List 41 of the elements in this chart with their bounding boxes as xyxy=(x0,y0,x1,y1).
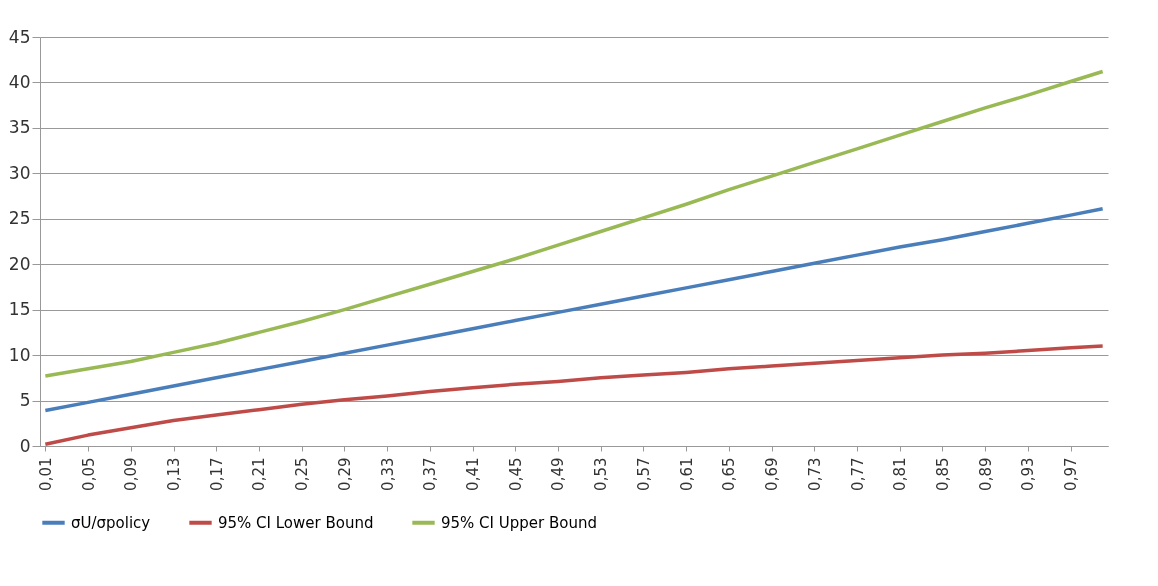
x-tick-label: 0,25 xyxy=(293,457,312,491)
line-series xyxy=(43,69,1105,378)
y-tick-label: 40 xyxy=(8,71,31,92)
x-tick-label: 0,77 xyxy=(848,457,867,491)
x-tick-label: 0,13 xyxy=(165,457,183,491)
x-tick-label: 0,57 xyxy=(634,457,653,491)
y-tick-label: 45 xyxy=(8,26,31,47)
x-tick-label: 0,09 xyxy=(122,457,141,491)
x-tick-label: 0,41 xyxy=(464,457,483,491)
line-series xyxy=(43,344,1105,446)
y-tick-label: 20 xyxy=(8,253,31,274)
x-tick-label: 0,01 xyxy=(36,457,55,491)
x-tick-label: 0,73 xyxy=(805,457,824,491)
legend-label: 95% CI Lower Bound xyxy=(218,513,374,532)
line-series xyxy=(43,207,1105,413)
x-tick-label: 0,69 xyxy=(763,457,782,491)
x-tick-label: 0,45 xyxy=(506,457,525,491)
x-tick-label: 0,37 xyxy=(421,457,440,491)
x-tick-label: 0,49 xyxy=(549,457,568,491)
y-tick-label: 15 xyxy=(8,299,31,320)
x-tick-label: 0,05 xyxy=(79,457,98,491)
x-tick-label: 0,61 xyxy=(677,457,696,491)
x-tick-label: 0,29 xyxy=(335,457,354,491)
y-tick-label: 35 xyxy=(8,117,31,138)
x-tick-label: 0,21 xyxy=(250,457,269,491)
x-tick-label: 0,93 xyxy=(1019,457,1038,491)
legend-label: 95% CI Upper Bound xyxy=(441,513,597,532)
x-tick-label: 0,53 xyxy=(592,457,611,491)
x-tick-label: 0,65 xyxy=(720,457,739,491)
y-tick-label: 0 xyxy=(19,435,31,456)
x-tick-label: 0,17 xyxy=(207,457,226,491)
y-tick-label: 10 xyxy=(8,344,31,365)
y-tick-label: 30 xyxy=(8,162,31,183)
x-tick-label: 0,97 xyxy=(1062,457,1081,491)
legend-label: σU/σpolicy xyxy=(71,513,151,532)
y-tick-label: 5 xyxy=(19,390,31,411)
y-tick-label: 25 xyxy=(8,208,31,229)
x-tick-label: 0,89 xyxy=(976,457,995,491)
x-tick-label: 0,81 xyxy=(891,457,910,491)
x-tick-label: 0,85 xyxy=(933,457,952,491)
x-tick-label: 0,33 xyxy=(378,457,397,491)
